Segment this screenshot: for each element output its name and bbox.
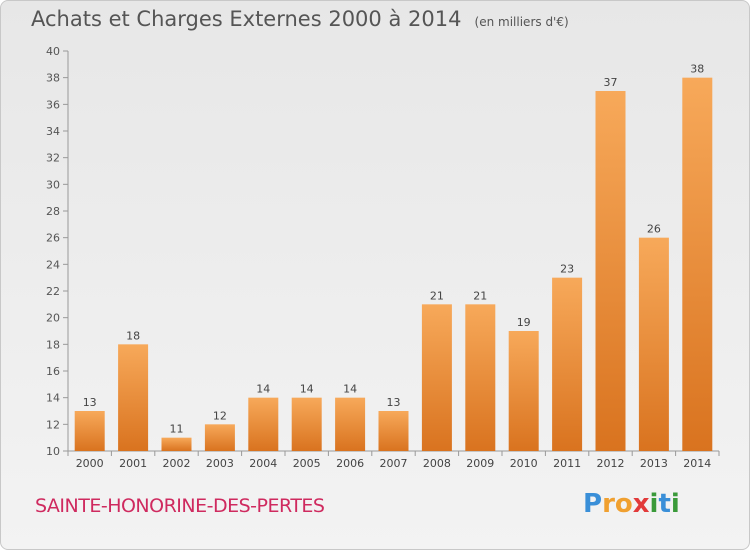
data-label: 21 bbox=[430, 289, 444, 302]
y-tick-label: 40 bbox=[46, 45, 60, 58]
bar-2000 bbox=[74, 411, 105, 451]
data-label: 14 bbox=[343, 383, 357, 396]
bar-2007 bbox=[378, 411, 409, 451]
data-label: 11 bbox=[170, 423, 184, 436]
logo-letter: o bbox=[614, 489, 633, 519]
bar-2013 bbox=[638, 237, 669, 451]
bar-2005 bbox=[291, 397, 322, 451]
data-label: 14 bbox=[300, 383, 314, 396]
y-tick-label: 26 bbox=[46, 232, 60, 245]
x-tick-label: 2006 bbox=[336, 457, 364, 470]
bar-2002 bbox=[161, 437, 192, 451]
data-label: 21 bbox=[473, 289, 487, 302]
y-tick-label: 14 bbox=[46, 392, 60, 405]
data-label: 37 bbox=[604, 76, 618, 89]
data-label: 18 bbox=[126, 329, 140, 342]
logo-letter: P bbox=[583, 489, 603, 519]
bar-2012 bbox=[595, 91, 626, 451]
data-label: 13 bbox=[83, 396, 97, 409]
bar-2014 bbox=[682, 77, 713, 452]
data-label: 38 bbox=[690, 63, 704, 76]
x-tick-label: 2002 bbox=[163, 457, 191, 470]
logo-letter: t bbox=[658, 489, 671, 519]
x-tick-label: 2005 bbox=[293, 457, 321, 470]
bar-2009 bbox=[465, 304, 496, 451]
y-tick-label: 16 bbox=[46, 365, 60, 378]
x-tick-label: 2000 bbox=[76, 457, 104, 470]
y-tick-label: 32 bbox=[46, 152, 60, 165]
x-tick-label: 2003 bbox=[206, 457, 234, 470]
data-label: 19 bbox=[517, 316, 531, 329]
data-label: 23 bbox=[560, 263, 574, 276]
data-label: 12 bbox=[213, 409, 227, 422]
x-tick-label: 2011 bbox=[553, 457, 581, 470]
bar-2010 bbox=[508, 331, 539, 451]
proxiti-logo[interactable]: Proxiti bbox=[583, 489, 680, 519]
y-tick-label: 30 bbox=[46, 178, 60, 191]
bar-2003 bbox=[204, 424, 235, 451]
x-tick-label: 2014 bbox=[683, 457, 711, 470]
x-tick-label: 2013 bbox=[640, 457, 668, 470]
y-tick-label: 20 bbox=[46, 312, 60, 325]
y-tick-label: 38 bbox=[46, 72, 60, 85]
logo-letter: x bbox=[632, 489, 650, 519]
x-tick-label: 2001 bbox=[119, 457, 147, 470]
commune-name: SAINTE-HONORINE-DES-PERTES bbox=[35, 495, 325, 517]
data-label: 14 bbox=[256, 383, 270, 396]
y-tick-label: 34 bbox=[46, 125, 60, 138]
logo-letter: i bbox=[670, 489, 680, 519]
data-label: 13 bbox=[387, 396, 401, 409]
chart-title-block: Achats et Charges Externes 2000 à 2014 (… bbox=[31, 7, 569, 31]
x-tick-label: 2010 bbox=[510, 457, 538, 470]
y-tick-label: 22 bbox=[46, 285, 60, 298]
x-tick-label: 2008 bbox=[423, 457, 451, 470]
y-tick-label: 24 bbox=[46, 258, 60, 271]
bar-2006 bbox=[335, 397, 366, 451]
bar-2011 bbox=[552, 277, 583, 451]
bar-2004 bbox=[248, 397, 279, 451]
x-tick-label: 2009 bbox=[466, 457, 494, 470]
bar-2008 bbox=[421, 304, 452, 451]
y-tick-label: 28 bbox=[46, 205, 60, 218]
data-label: 26 bbox=[647, 223, 661, 236]
y-tick-label: 18 bbox=[46, 338, 60, 351]
x-tick-label: 2007 bbox=[380, 457, 408, 470]
x-tick-label: 2012 bbox=[597, 457, 625, 470]
logo-letter: r bbox=[602, 489, 615, 519]
y-tick-label: 12 bbox=[46, 418, 60, 431]
chart-title: Achats et Charges Externes 2000 à 2014 bbox=[31, 7, 462, 31]
chart-unit-label: (en milliers d'€) bbox=[474, 15, 569, 29]
y-tick-label: 36 bbox=[46, 98, 60, 111]
y-tick-label: 10 bbox=[46, 445, 60, 458]
logo-letter: i bbox=[649, 489, 659, 519]
x-tick-label: 2004 bbox=[249, 457, 277, 470]
bar-2001 bbox=[118, 344, 149, 451]
